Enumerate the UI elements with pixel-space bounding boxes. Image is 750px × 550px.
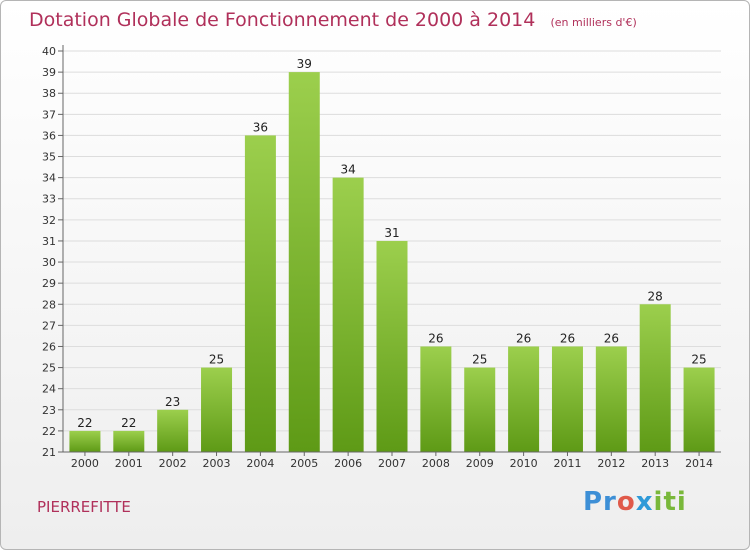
y-tick-label: 25 — [42, 362, 56, 375]
data-label-2002: 23 — [165, 395, 180, 409]
y-tick-label: 31 — [42, 235, 56, 248]
bar-2002 — [157, 409, 189, 452]
bar-2008 — [420, 346, 452, 452]
brand-logo: Proxiti — [583, 487, 687, 517]
data-label-2011: 26 — [560, 331, 575, 345]
y-tick-label: 21 — [42, 446, 56, 459]
data-label-2007: 31 — [384, 226, 399, 240]
y-tick-label: 36 — [42, 129, 56, 142]
location-label: PIERREFITTE — [37, 498, 131, 516]
data-label-2000: 22 — [77, 416, 92, 430]
y-tick-label: 38 — [42, 87, 56, 100]
data-label-2010: 26 — [516, 331, 531, 345]
x-tick-labels: 2000 2001 2002 2003 2004 2005 2006 2007 2008 2009… — [71, 452, 713, 470]
bars — [69, 72, 715, 453]
y-tick-label: 35 — [42, 151, 56, 164]
x-tick-label: 2004 — [246, 457, 274, 470]
chart-unit-note: (en milliers d'€) — [550, 16, 637, 29]
y-tick-label: 39 — [42, 66, 56, 79]
y-tick-label: 28 — [42, 298, 56, 311]
data-label-2014: 25 — [691, 353, 706, 367]
bar-2011 — [551, 346, 583, 452]
x-tick-label: 2009 — [466, 457, 494, 470]
brand-part-1: Pr — [583, 487, 617, 517]
bar-2007 — [376, 240, 408, 452]
data-labels: 22 22 23 25 36 39 34 31 26 25 26 26 26 28 25 — [77, 57, 706, 430]
y-tick-label: 34 — [42, 172, 56, 185]
y-tick-label: 26 — [42, 340, 56, 353]
brand-part-3: x — [635, 487, 654, 517]
bar-2006 — [332, 177, 364, 452]
x-tick-label: 2005 — [290, 457, 318, 470]
x-tick-label: 2006 — [334, 457, 362, 470]
y-tick-labels: 21 22 23 24 25 26 27 28 29 30 31 32 33 34 35 36 37 38 39 40 — [42, 45, 56, 459]
x-tick-label: 2002 — [159, 457, 187, 470]
chart-title: Dotation Globale de Fonctionnement de 20… — [29, 9, 536, 31]
y-tick-label: 22 — [42, 425, 56, 438]
x-tick-label: 2000 — [71, 457, 99, 470]
bar-2009 — [464, 367, 496, 452]
x-tick-label: 2010 — [510, 457, 538, 470]
data-label-2006: 34 — [340, 163, 355, 177]
y-tick-label: 30 — [42, 256, 56, 269]
x-tick-label: 2013 — [641, 457, 669, 470]
x-tick-label: 2003 — [203, 457, 231, 470]
y-tick-label: 27 — [42, 319, 56, 332]
bar-2003 — [201, 367, 233, 452]
bar-2004 — [244, 135, 276, 452]
y-tick-label: 23 — [42, 404, 56, 417]
x-tick-label: 2001 — [115, 457, 143, 470]
data-label-2005: 39 — [297, 57, 312, 71]
y-tick-label: 29 — [42, 277, 56, 290]
x-tick-label: 2008 — [422, 457, 450, 470]
bar-2000 — [69, 430, 101, 452]
x-tick-label: 2011 — [553, 457, 581, 470]
data-label-2004: 36 — [253, 120, 268, 134]
y-tick-label: 32 — [42, 214, 56, 227]
x-tick-label: 2012 — [597, 457, 625, 470]
data-label-2012: 26 — [604, 331, 619, 345]
x-tick-label: 2007 — [378, 457, 406, 470]
bar-2014 — [683, 367, 715, 452]
y-tick-label: 40 — [42, 45, 56, 58]
y-tick-label: 24 — [42, 383, 56, 396]
brand-part-4: iti — [653, 487, 687, 517]
brand-part-2: o — [616, 487, 636, 517]
bar-2012 — [595, 346, 627, 452]
data-label-2001: 22 — [121, 416, 136, 430]
data-label-2009: 25 — [472, 353, 487, 367]
y-tick-label: 33 — [42, 193, 56, 206]
chart-title-block: Dotation Globale de Fonctionnement de 20… — [29, 9, 637, 31]
bar-2010 — [508, 346, 540, 452]
data-label-2003: 25 — [209, 353, 224, 367]
bar-2005 — [288, 72, 320, 453]
bar-2001 — [113, 430, 145, 452]
bar-2013 — [639, 304, 671, 452]
x-tick-label: 2014 — [685, 457, 713, 470]
data-label-2008: 26 — [428, 331, 443, 345]
data-label-2013: 28 — [648, 289, 663, 303]
y-tick-label: 37 — [42, 108, 56, 121]
